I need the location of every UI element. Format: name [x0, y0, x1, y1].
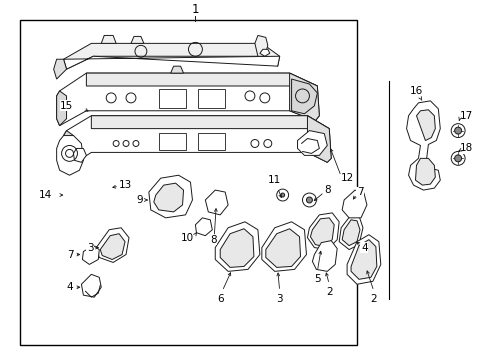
- Polygon shape: [342, 220, 359, 246]
- Polygon shape: [297, 131, 326, 156]
- Polygon shape: [63, 131, 73, 168]
- Polygon shape: [159, 89, 185, 108]
- Polygon shape: [220, 229, 253, 267]
- Text: 2: 2: [325, 287, 332, 297]
- Text: 6: 6: [217, 294, 223, 304]
- Text: 7: 7: [67, 249, 73, 260]
- Circle shape: [306, 197, 312, 203]
- Polygon shape: [350, 240, 376, 279]
- Text: 15: 15: [60, 101, 73, 111]
- Text: 10: 10: [180, 233, 193, 243]
- Polygon shape: [261, 222, 306, 271]
- Polygon shape: [148, 175, 192, 218]
- Polygon shape: [291, 79, 317, 114]
- Polygon shape: [289, 73, 319, 121]
- Text: 13: 13: [119, 180, 132, 190]
- Polygon shape: [86, 73, 317, 86]
- Polygon shape: [205, 190, 228, 215]
- Polygon shape: [254, 35, 267, 56]
- Circle shape: [454, 127, 461, 134]
- Polygon shape: [159, 132, 185, 150]
- Text: 4: 4: [360, 243, 367, 253]
- Text: 16: 16: [409, 86, 422, 96]
- Polygon shape: [100, 234, 125, 260]
- Polygon shape: [259, 49, 269, 56]
- Polygon shape: [415, 158, 434, 185]
- Polygon shape: [416, 110, 434, 140]
- Polygon shape: [63, 116, 330, 168]
- Bar: [20, 19, 356, 345]
- Polygon shape: [91, 116, 328, 129]
- Polygon shape: [57, 136, 83, 175]
- Text: 2: 2: [370, 294, 376, 304]
- Polygon shape: [198, 89, 224, 108]
- Text: 7: 7: [356, 187, 363, 197]
- Text: 3: 3: [86, 243, 93, 253]
- Text: 18: 18: [459, 143, 472, 153]
- Polygon shape: [82, 246, 99, 265]
- Text: 8: 8: [210, 235, 217, 245]
- Text: 8: 8: [324, 185, 330, 195]
- Polygon shape: [101, 35, 116, 43]
- Text: 5: 5: [313, 274, 320, 284]
- Text: 12: 12: [341, 173, 354, 183]
- Polygon shape: [195, 218, 212, 236]
- Polygon shape: [63, 56, 279, 69]
- Polygon shape: [170, 66, 183, 73]
- Polygon shape: [265, 229, 300, 267]
- Polygon shape: [63, 43, 279, 69]
- Polygon shape: [96, 228, 129, 262]
- Polygon shape: [307, 116, 330, 162]
- Polygon shape: [131, 36, 143, 43]
- Polygon shape: [81, 274, 101, 297]
- Polygon shape: [154, 183, 183, 212]
- Text: 9: 9: [136, 195, 142, 205]
- Polygon shape: [307, 213, 339, 249]
- Polygon shape: [346, 235, 380, 284]
- Polygon shape: [312, 240, 337, 271]
- Polygon shape: [339, 215, 362, 249]
- Polygon shape: [198, 132, 224, 150]
- Text: 14: 14: [39, 190, 52, 200]
- Circle shape: [280, 193, 284, 197]
- Polygon shape: [54, 59, 66, 79]
- Polygon shape: [73, 148, 86, 162]
- Text: 17: 17: [459, 111, 472, 121]
- Text: 3: 3: [276, 294, 283, 304]
- Polygon shape: [310, 218, 333, 247]
- Polygon shape: [215, 222, 259, 271]
- Text: 11: 11: [267, 175, 281, 185]
- Polygon shape: [57, 91, 66, 126]
- Polygon shape: [57, 73, 319, 126]
- Circle shape: [454, 155, 461, 162]
- Polygon shape: [406, 101, 439, 190]
- Polygon shape: [342, 190, 366, 218]
- Text: 4: 4: [67, 282, 73, 292]
- Text: 1: 1: [191, 3, 199, 16]
